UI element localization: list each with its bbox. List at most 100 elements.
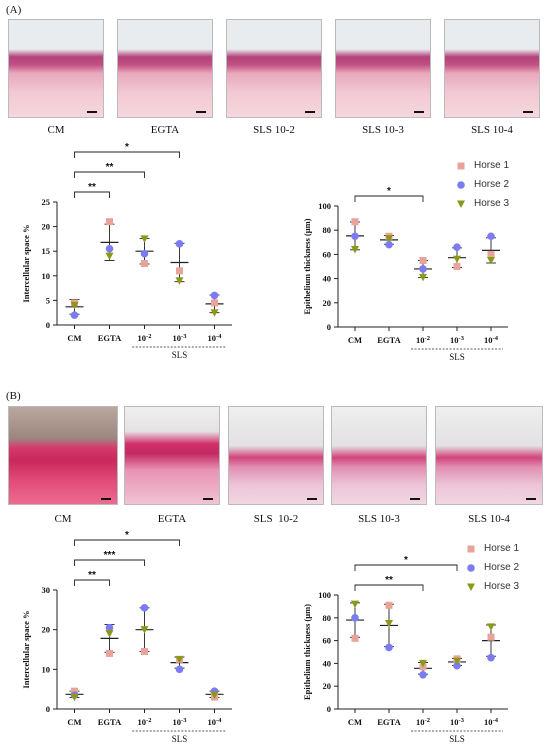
data-point [70, 301, 79, 310]
x-tick-label: EGTA [377, 335, 401, 345]
significance-bracket [354, 195, 424, 202]
sls-group-label: SLS [172, 734, 188, 744]
significance-bracket [74, 171, 145, 178]
data-point [70, 693, 79, 702]
significance-label: * [125, 530, 129, 541]
y-tick-label: 10 [42, 271, 51, 281]
intercellular-space-chart-a: 0 5 10 15 20 25 Intercellular space % CM EGTA 10-… [21, 142, 232, 360]
data-point [453, 243, 461, 251]
y-tick-label: 30 [42, 585, 51, 595]
sls-group-label: SLS [172, 350, 188, 360]
significance-bracket [74, 151, 180, 158]
caption-a-cm: CM [47, 124, 65, 136]
data-point [105, 244, 114, 253]
x-tick-label: CM [348, 335, 362, 345]
significance-bracket [74, 559, 145, 566]
y-axis-label: Epithelium thickness (μm) [302, 604, 312, 700]
histology-image-a-sls-1e-3 [335, 19, 431, 118]
y-tick-label: 100 [318, 201, 331, 211]
caption-b-cm: CM [54, 513, 72, 525]
x-tick-label: 10-3 [450, 717, 465, 727]
legend-item-horse-2: Horse 2 [462, 558, 519, 577]
legend-label: Horse 3 [484, 581, 520, 592]
square-marker-icon [452, 161, 470, 171]
y-tick-label: 60 [323, 249, 332, 259]
data-point [419, 265, 427, 273]
data-point [487, 256, 495, 265]
epithelium-thickness-chart-a: 0 20 40 60 80 100 Epithelium thickness (μm) CM E… [302, 186, 508, 362]
sls-group-label: SLS [449, 734, 465, 744]
data-point [351, 634, 359, 642]
y-tick-label: 80 [323, 225, 332, 235]
data-point [487, 623, 495, 631]
square-marker [467, 545, 475, 552]
significance-label: ** [88, 570, 96, 581]
y-tick-label: 20 [323, 298, 332, 308]
histology-image-a-sls-1e-2 [226, 19, 322, 118]
data-point [419, 256, 427, 264]
data-point [453, 661, 461, 670]
data-point [211, 299, 218, 307]
legend-label: Horse 1 [474, 160, 510, 171]
data-point [105, 623, 114, 632]
significance-bracket [354, 584, 424, 591]
square-marker [457, 162, 465, 169]
significance-bracket [354, 564, 458, 571]
caption-b-sls-1e-4: SLS 10-4 [468, 513, 510, 525]
legend-marker [457, 162, 465, 169]
legend-item-horse-1: Horse 1 [452, 156, 509, 175]
y-axis-label: Intercellular space % [21, 224, 31, 302]
scale-bar [410, 498, 420, 500]
data-point [70, 311, 79, 319]
y-tick-label: 0 [46, 320, 50, 330]
circle-marker-icon [462, 563, 480, 573]
data-point [106, 649, 113, 657]
y-tick-label: 20 [323, 681, 332, 691]
data-point [385, 643, 393, 652]
significance-label: * [404, 555, 408, 566]
y-tick-label: 25 [42, 197, 51, 207]
y-tick-label: 60 [323, 636, 332, 646]
histology-image-b-sls-1e-4 [435, 406, 543, 505]
triangle-marker-icon [452, 199, 470, 209]
significance-label: ** [88, 182, 96, 193]
data-point [105, 252, 114, 261]
caption-b-egta: EGTA [157, 513, 187, 525]
legend-label: Horse 1 [484, 543, 520, 554]
data-point [419, 671, 427, 679]
significance-bracket [74, 539, 180, 546]
y-tick-label: 10 [42, 664, 51, 674]
legend-item-horse-1: Horse 1 [462, 539, 519, 558]
data-point [210, 291, 219, 300]
legend-a: Horse 1 Horse 2 Horse 3 [452, 156, 509, 213]
data-point [385, 620, 393, 628]
triangle-marker-icon [462, 582, 480, 592]
scale-bar [305, 111, 315, 113]
data-point [351, 246, 359, 254]
y-tick-label: 20 [42, 625, 51, 635]
x-tick-label: 10-3 [450, 335, 465, 345]
sls-group-label: SLS [449, 352, 465, 362]
data-point [351, 600, 359, 609]
data-point [106, 218, 113, 226]
histology-image-a-egta [117, 19, 213, 118]
significance-label: *** [104, 550, 116, 561]
caption-b-sls-1e-3: SLS 10-3 [358, 513, 400, 525]
data-point [140, 626, 149, 634]
scale-bar [87, 111, 97, 113]
legend-label: Horse 3 [474, 198, 510, 209]
histology-image-a-cm [8, 19, 104, 118]
y-tick-label: 15 [42, 246, 51, 256]
legend-label: Horse 2 [474, 179, 510, 190]
y-tick-label: 40 [323, 274, 332, 284]
triangle-marker [457, 200, 465, 208]
x-tick-label: 10-3 [173, 717, 188, 727]
data-point [419, 273, 427, 282]
caption-a-sls-1e-2: SLS 10-2 [253, 124, 295, 136]
data-point [71, 687, 78, 695]
x-tick-label: 10-3 [173, 333, 188, 343]
caption-a-sls-1e-4: SLS 10-4 [471, 124, 513, 136]
legend-item-horse-2: Horse 2 [452, 175, 509, 194]
legend-b: Horse 1 Horse 2 Horse 3 [462, 539, 519, 596]
data-point [210, 691, 219, 700]
